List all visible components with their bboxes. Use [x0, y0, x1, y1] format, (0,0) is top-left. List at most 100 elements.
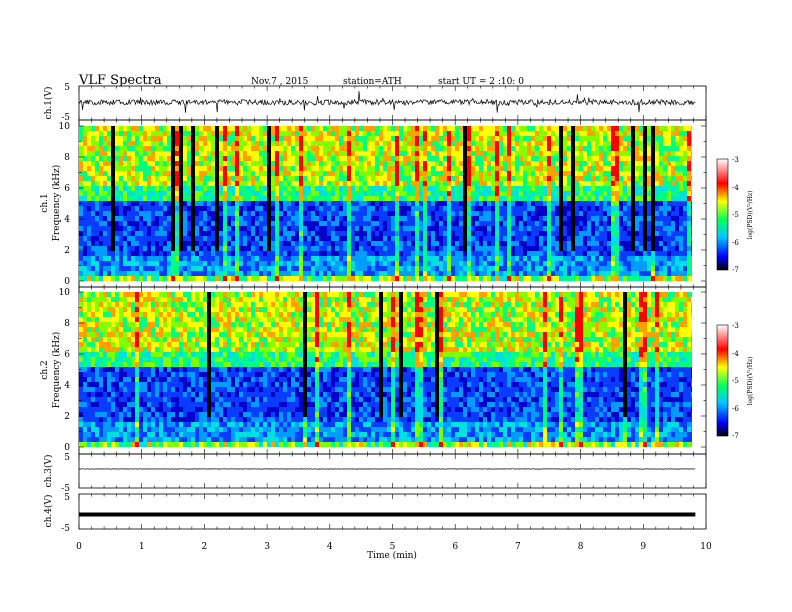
- spectrogram-cell: [515, 141, 520, 147]
- spectrogram-cell: [627, 201, 632, 207]
- spectrogram-cell: [231, 231, 236, 237]
- spectrogram-cell: [675, 166, 680, 172]
- spectrogram-cell: [531, 256, 536, 262]
- spectrogram-cell: [563, 261, 568, 267]
- spectrogram-cell: [183, 256, 188, 262]
- spectrogram-cell: [499, 146, 504, 152]
- spectrogram-cell: [495, 196, 500, 202]
- spectrogram-cell: [639, 141, 644, 147]
- spectrogram-cell: [111, 171, 116, 177]
- spectrogram-cell: [383, 256, 388, 262]
- spectrogram-cell: [603, 141, 608, 147]
- spectrogram-cell: [559, 191, 564, 197]
- spectrogram-cell: [111, 141, 116, 147]
- spectrogram-cell: [423, 191, 428, 197]
- spectrogram-cell: [115, 191, 120, 197]
- spectrogram-cell: [99, 201, 104, 207]
- spectrogram-cell: [323, 191, 328, 197]
- spectrogram-cell: [347, 186, 352, 192]
- spectrogram-cell: [399, 151, 404, 157]
- spectrogram-cell: [651, 191, 656, 197]
- spectrogram-cell: [491, 216, 496, 222]
- spectrogram-cell: [319, 156, 324, 162]
- spectrogram-cell: [147, 186, 152, 192]
- spectrogram-cell: [231, 146, 236, 152]
- spectrogram-cell: [307, 176, 312, 182]
- spectrogram-cell: [683, 216, 688, 222]
- spectrogram-cell: [359, 196, 364, 202]
- spectrogram-cell: [155, 276, 160, 281]
- spectrogram-cell: [691, 276, 692, 281]
- spectrogram-cell: [387, 211, 392, 217]
- spectrogram-cell: [631, 196, 636, 202]
- spectrogram-cell: [587, 166, 592, 172]
- spectrogram-cell: [99, 297, 104, 303]
- spectrogram-cell: [667, 181, 672, 187]
- spectrogram-cell: [259, 231, 264, 237]
- spectrogram-cell: [395, 191, 400, 197]
- spectrogram-cell: [367, 266, 372, 272]
- spectrogram-cell: [107, 136, 112, 142]
- spectrogram-cell: [479, 216, 484, 222]
- spectrogram-cell: [99, 337, 104, 343]
- spectrogram-cell: [231, 126, 236, 132]
- spectrogram-cell: [687, 181, 692, 187]
- spectrogram-cell: [139, 136, 144, 142]
- spectrogram-cell: [383, 271, 388, 277]
- spectrogram-cell: [79, 362, 84, 368]
- spectrogram-cell: [527, 131, 532, 137]
- spectrogram-cell: [79, 322, 84, 328]
- spectrogram-cell: [155, 246, 160, 252]
- spectrogram-cell: [415, 146, 420, 152]
- spectrogram-cell: [479, 201, 484, 207]
- spectrogram-cell: [599, 266, 604, 272]
- spectrogram-cell: [543, 266, 548, 272]
- spectrogram-cell: [587, 191, 592, 197]
- spectrogram-cell: [655, 196, 660, 202]
- spectrogram-cell: [83, 136, 88, 142]
- spectrogram-cell: [215, 256, 220, 262]
- spectrogram-cell: [135, 161, 140, 167]
- spectrogram-cell: [419, 186, 424, 192]
- spectrogram-cell: [503, 141, 508, 147]
- spectrogram-cell: [119, 136, 124, 142]
- spectrogram-cell: [607, 241, 612, 247]
- spectrogram-cell: [619, 236, 624, 242]
- spectrogram-cell: [639, 126, 644, 132]
- spectrogram-cell: [595, 186, 600, 192]
- spectrogram-cell: [331, 206, 336, 212]
- spectrogram-cell: [619, 196, 624, 202]
- spectrogram-cell: [515, 186, 520, 192]
- spectrogram-cell: [295, 236, 300, 242]
- spectrogram-cell: [691, 136, 692, 142]
- spectrogram-cell: [379, 191, 384, 197]
- spectrogram-cell: [143, 126, 148, 132]
- spectrogram-cell: [279, 176, 284, 182]
- spectrogram-cell: [175, 141, 180, 147]
- spectrogram-cell: [559, 211, 564, 217]
- spectrogram-cell: [435, 201, 440, 207]
- spectrogram-cell: [311, 141, 316, 147]
- spectrogram-cell: [615, 211, 620, 217]
- spectrogram-cell: [183, 161, 188, 167]
- spectrogram-cell: [615, 256, 620, 262]
- spectrogram-cell: [611, 161, 616, 167]
- spectrogram-cell: [227, 146, 232, 152]
- spectrogram-cell: [267, 236, 272, 242]
- spectrogram-cell: [607, 201, 612, 207]
- spectrogram-cell: [435, 216, 440, 222]
- spectrogram-cell: [191, 191, 196, 197]
- spectrogram-cell: [331, 171, 336, 177]
- spectrogram-cell: [471, 261, 476, 267]
- spectrogram-cell: [539, 266, 544, 272]
- spectrogram-cell: [495, 161, 500, 167]
- spectrogram-cell: [399, 211, 404, 217]
- spectrogram-cell: [643, 246, 648, 252]
- spectrogram-cell: [351, 261, 356, 267]
- spectrogram-cell: [99, 156, 104, 162]
- spectrogram-cell: [631, 206, 636, 212]
- spectrogram-cell: [619, 186, 624, 192]
- spectrogram-cell: [259, 221, 264, 227]
- spectrogram-cell: [163, 261, 168, 267]
- spectrogram-cell: [115, 266, 120, 272]
